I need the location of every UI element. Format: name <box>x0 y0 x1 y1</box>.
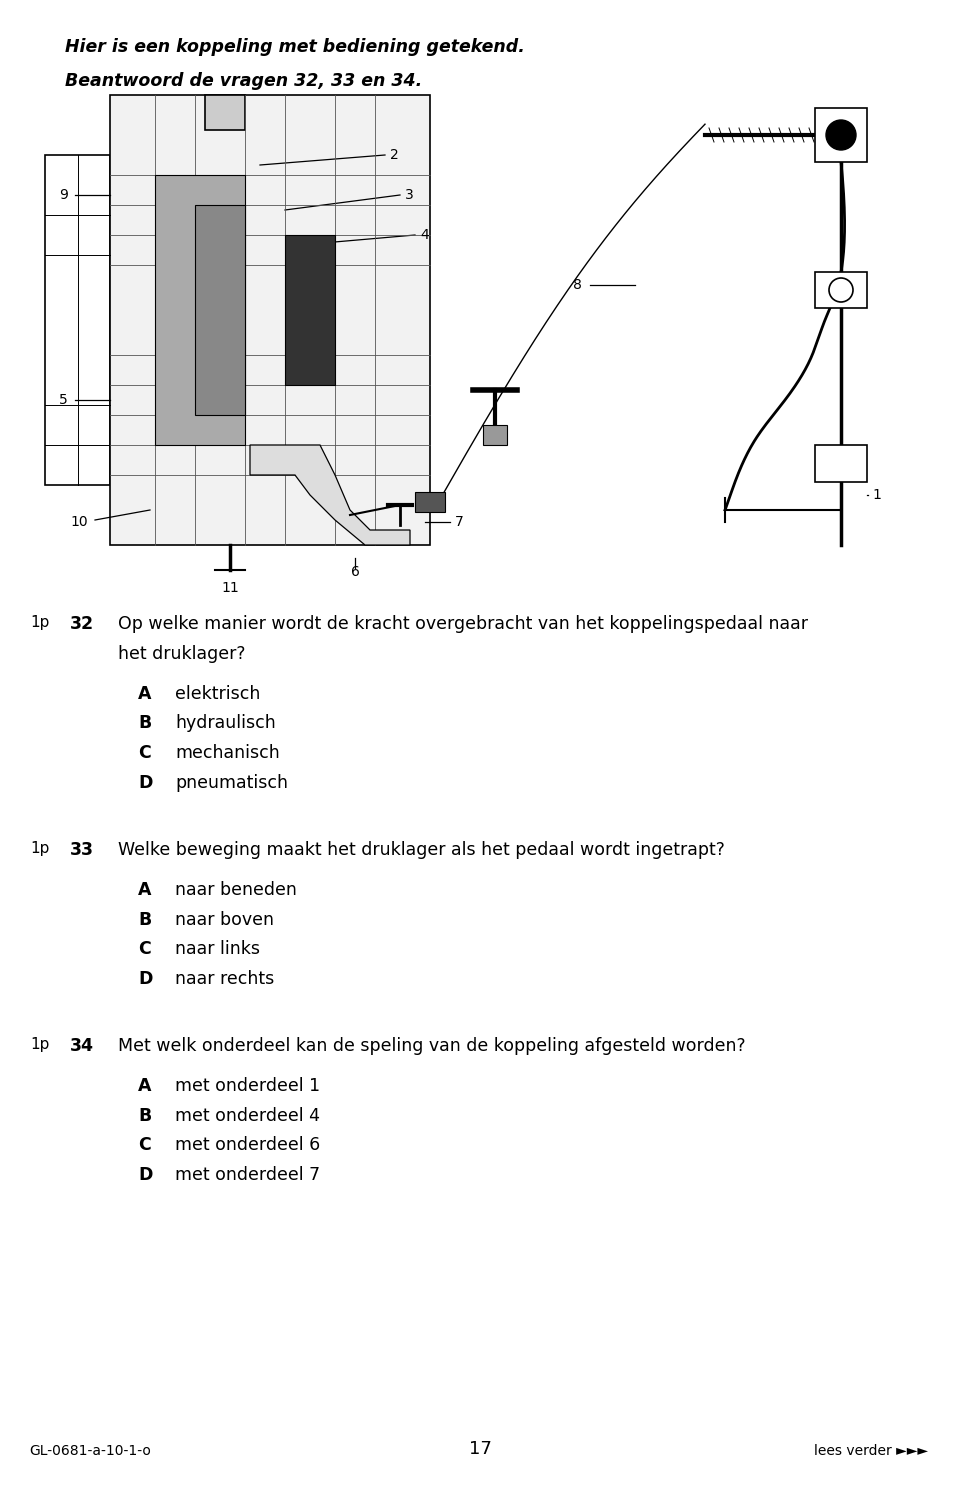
Text: 11: 11 <box>221 580 239 595</box>
Text: B: B <box>138 714 152 732</box>
Text: elektrisch: elektrisch <box>175 684 260 702</box>
Text: 8: 8 <box>573 278 582 292</box>
Text: D: D <box>138 774 153 792</box>
Text: 3: 3 <box>405 187 414 202</box>
Polygon shape <box>250 445 410 545</box>
Text: 17: 17 <box>468 1440 492 1458</box>
Text: met onderdeel 1: met onderdeel 1 <box>175 1077 320 1095</box>
Text: B: B <box>138 911 152 929</box>
Polygon shape <box>45 155 110 485</box>
Text: B: B <box>138 1107 152 1125</box>
Text: 32: 32 <box>70 615 94 632</box>
Text: met onderdeel 6: met onderdeel 6 <box>175 1135 321 1155</box>
Polygon shape <box>205 95 245 129</box>
Text: C: C <box>138 940 151 958</box>
Text: 1: 1 <box>872 488 881 501</box>
Text: lees verder ►►►: lees verder ►►► <box>814 1443 928 1458</box>
Text: D: D <box>138 970 153 988</box>
Text: mechanisch: mechanisch <box>175 744 279 762</box>
Text: 9: 9 <box>60 187 68 202</box>
Text: C: C <box>138 1135 151 1155</box>
Polygon shape <box>815 445 867 482</box>
Polygon shape <box>195 205 245 415</box>
Text: 4: 4 <box>420 228 429 243</box>
Polygon shape <box>815 272 867 308</box>
Text: naar rechts: naar rechts <box>175 970 275 988</box>
Polygon shape <box>155 176 245 445</box>
Text: 7: 7 <box>455 515 464 530</box>
Text: pneumatisch: pneumatisch <box>175 774 288 792</box>
Polygon shape <box>815 109 867 162</box>
Text: 6: 6 <box>350 565 359 579</box>
Text: C: C <box>138 744 151 762</box>
Polygon shape <box>483 426 507 445</box>
Text: hydraulisch: hydraulisch <box>175 714 276 732</box>
Text: Met welk onderdeel kan de speling van de koppeling afgesteld worden?: Met welk onderdeel kan de speling van de… <box>118 1037 746 1055</box>
Text: met onderdeel 7: met onderdeel 7 <box>175 1165 320 1183</box>
Text: A: A <box>138 881 152 899</box>
Polygon shape <box>285 235 335 385</box>
Circle shape <box>829 278 853 302</box>
Text: naar links: naar links <box>175 940 260 958</box>
Text: Beantwoord de vragen 32, 33 en 34.: Beantwoord de vragen 32, 33 en 34. <box>65 71 422 89</box>
Text: 34: 34 <box>70 1037 94 1055</box>
Text: A: A <box>138 1077 152 1095</box>
Polygon shape <box>110 95 430 545</box>
Text: GL-0681-a-10-1-o: GL-0681-a-10-1-o <box>29 1443 151 1458</box>
Circle shape <box>826 121 856 150</box>
Text: 1p: 1p <box>30 1037 49 1052</box>
Text: Op welke manier wordt de kracht overgebracht van het koppelingspedaal naar: Op welke manier wordt de kracht overgebr… <box>118 615 808 632</box>
Text: A: A <box>138 684 152 702</box>
Text: Welke beweging maakt het druklager als het pedaal wordt ingetrapt?: Welke beweging maakt het druklager als h… <box>118 841 725 859</box>
Text: het druklager?: het druklager? <box>118 644 246 664</box>
Text: D: D <box>138 1165 153 1183</box>
Text: 33: 33 <box>70 841 94 859</box>
Text: 10: 10 <box>70 515 88 530</box>
Text: naar boven: naar boven <box>175 911 274 929</box>
Text: naar beneden: naar beneden <box>175 881 297 899</box>
Text: 5: 5 <box>60 393 68 408</box>
Text: 2: 2 <box>390 147 398 162</box>
Text: met onderdeel 4: met onderdeel 4 <box>175 1107 320 1125</box>
Text: 1p: 1p <box>30 841 49 856</box>
Text: 1p: 1p <box>30 615 49 629</box>
Polygon shape <box>415 493 445 512</box>
Text: Hier is een koppeling met bediening getekend.: Hier is een koppeling met bediening gete… <box>65 39 525 57</box>
